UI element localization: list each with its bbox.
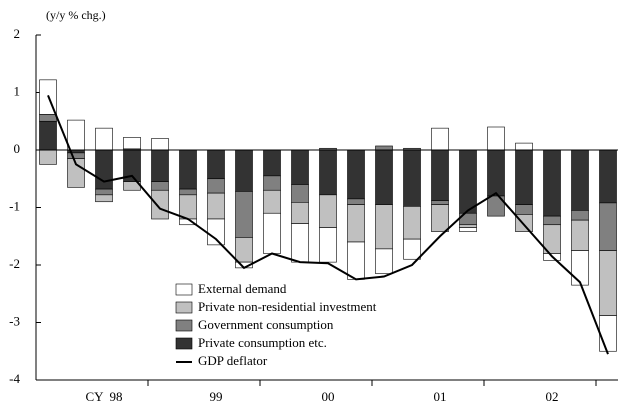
y-tick-label: -1 bbox=[9, 198, 20, 213]
bar-segment bbox=[67, 119, 85, 151]
bar-segment bbox=[179, 149, 197, 190]
bar-segment bbox=[487, 126, 505, 151]
bar-segment bbox=[543, 149, 561, 217]
legend-label: Private non-residential investment bbox=[198, 299, 377, 314]
year-ticks bbox=[147, 380, 597, 386]
bar-segment bbox=[487, 149, 505, 197]
bar-segment bbox=[599, 149, 617, 204]
bar-segment bbox=[67, 158, 85, 188]
bar-segment bbox=[179, 188, 197, 196]
bar-segment bbox=[39, 120, 57, 151]
bar-segment bbox=[459, 149, 477, 214]
bar-segment bbox=[347, 149, 365, 200]
bar-segment bbox=[375, 204, 393, 250]
y-tick-label: 2 bbox=[14, 26, 21, 41]
bar-segment bbox=[235, 149, 253, 192]
y-tick-label: -2 bbox=[9, 256, 20, 271]
legend-swatch bbox=[175, 301, 193, 314]
bar-segment bbox=[207, 192, 225, 220]
bar-segment bbox=[291, 149, 309, 185]
legend-swatch bbox=[175, 319, 193, 332]
bar-segment bbox=[431, 149, 449, 201]
x-tick-label: CY 98 bbox=[85, 389, 122, 404]
bar-segment bbox=[431, 204, 449, 232]
bar-segment bbox=[235, 191, 253, 238]
bar-segment bbox=[515, 142, 533, 151]
y-tick-label: -4 bbox=[9, 371, 20, 386]
bar-segment bbox=[151, 181, 169, 191]
bar-segment bbox=[515, 204, 533, 215]
bar-segment bbox=[263, 212, 281, 254]
bar-segment bbox=[347, 241, 365, 280]
bar-segment bbox=[207, 218, 225, 246]
bar-segment bbox=[151, 149, 169, 182]
bar-segment bbox=[375, 248, 393, 274]
legend-label: Government consumption bbox=[198, 317, 334, 332]
bar-segment bbox=[599, 250, 617, 316]
bar-segment bbox=[151, 189, 169, 220]
legend-swatch bbox=[175, 337, 193, 350]
bar-segment bbox=[207, 178, 225, 194]
bar-segment bbox=[515, 149, 533, 205]
bar-segment bbox=[179, 194, 197, 220]
bar-segment bbox=[67, 152, 85, 159]
bar-segment bbox=[487, 195, 505, 217]
bar-segment bbox=[431, 127, 449, 151]
bar-segment bbox=[347, 204, 365, 243]
legend-label: Private consumption etc. bbox=[198, 335, 327, 350]
bar-segment bbox=[319, 194, 337, 228]
bar-segment bbox=[403, 238, 421, 260]
bar-segment bbox=[95, 194, 113, 203]
x-tick-label: 02 bbox=[546, 389, 559, 404]
y-tick-label: 0 bbox=[14, 141, 21, 156]
bar-segment bbox=[431, 200, 449, 205]
x-tick-label: 99 bbox=[210, 389, 223, 404]
bar-segment bbox=[571, 219, 589, 251]
bar-segment bbox=[347, 198, 365, 205]
bar-segment bbox=[571, 210, 589, 221]
y-axis-label: (y/y % chg.) bbox=[46, 8, 106, 22]
bar-segment bbox=[235, 237, 253, 263]
x-tick-label: 00 bbox=[322, 389, 335, 404]
bar-segment bbox=[375, 145, 393, 151]
bar-segment bbox=[95, 149, 113, 190]
legend-label: External demand bbox=[198, 281, 287, 296]
bar-segment bbox=[571, 149, 589, 211]
bar-segment bbox=[263, 175, 281, 191]
y-tick-label: -3 bbox=[9, 313, 20, 328]
bar-segment bbox=[207, 149, 225, 180]
line bbox=[47, 94, 609, 355]
legend-label: GDP deflator bbox=[198, 353, 268, 368]
bar-segment bbox=[599, 315, 617, 352]
bar-segment bbox=[39, 114, 57, 122]
bar-segment bbox=[459, 224, 477, 228]
bar-segment bbox=[263, 149, 281, 177]
bar-segment bbox=[39, 149, 57, 165]
bar-segment bbox=[291, 184, 309, 203]
y-tick-label: 1 bbox=[14, 83, 21, 98]
bar-segment bbox=[543, 215, 561, 226]
x-tick-label: 01 bbox=[434, 389, 447, 404]
bar-segment bbox=[571, 250, 589, 286]
bar-segment bbox=[123, 137, 141, 150]
bar-segment bbox=[291, 202, 309, 224]
legend-swatch bbox=[175, 283, 193, 296]
bar-segment bbox=[403, 206, 421, 240]
bar-segment bbox=[95, 188, 113, 196]
bar-segment bbox=[403, 149, 421, 207]
bar-segment bbox=[291, 223, 309, 263]
bar-segment bbox=[599, 202, 617, 251]
bar-segment bbox=[375, 149, 393, 205]
bar-segment bbox=[319, 149, 337, 196]
bar-segment bbox=[459, 227, 477, 232]
bar-segment bbox=[263, 189, 281, 214]
bar-segment bbox=[95, 127, 113, 151]
bar-segment bbox=[319, 227, 337, 263]
bar-segment bbox=[151, 138, 169, 151]
